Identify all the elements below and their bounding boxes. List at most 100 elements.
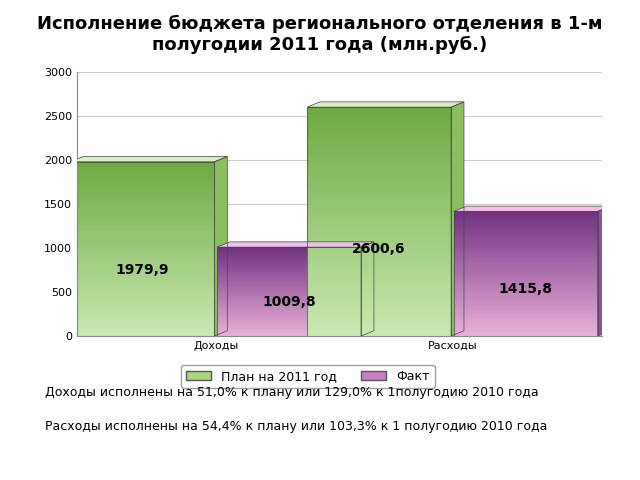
Bar	[70, 292, 214, 295]
Polygon shape	[307, 102, 464, 107]
Bar	[70, 330, 214, 333]
Bar	[454, 274, 598, 276]
Bar	[307, 256, 451, 260]
Bar	[307, 279, 451, 283]
Bar	[307, 305, 451, 309]
Bar	[307, 229, 451, 233]
Bar	[454, 332, 598, 334]
Bar	[217, 299, 361, 300]
Bar	[70, 231, 214, 234]
Bar	[454, 217, 598, 220]
Bar	[307, 210, 451, 214]
Bar	[307, 119, 451, 122]
Bar	[70, 165, 214, 168]
Bar	[307, 191, 451, 195]
Bar	[217, 286, 361, 287]
Bar	[217, 298, 361, 299]
Bar	[217, 303, 361, 305]
Text: 2600,6: 2600,6	[353, 242, 406, 256]
Bar	[307, 252, 451, 256]
Text: Расходы исполнены на 54,4% к плану или 103,3% к 1 полугодию 2010 года: Расходы исполнены на 54,4% к плану или 1…	[45, 420, 547, 433]
Bar	[70, 170, 214, 173]
Bar	[217, 318, 361, 320]
Bar	[70, 234, 214, 237]
Bar	[307, 183, 451, 187]
Bar	[454, 255, 598, 257]
Bar	[454, 286, 598, 288]
Bar	[454, 297, 598, 299]
Bar	[70, 264, 214, 266]
Bar	[454, 224, 598, 226]
Bar	[217, 275, 361, 277]
Bar	[307, 145, 451, 149]
Bar	[70, 310, 214, 313]
Bar	[454, 319, 598, 322]
Bar	[217, 261, 361, 262]
Bar	[307, 283, 451, 287]
Bar	[217, 266, 361, 268]
Bar	[70, 176, 214, 179]
Bar	[454, 247, 598, 249]
Bar	[307, 107, 451, 111]
Bar	[454, 278, 598, 280]
Bar	[307, 332, 451, 336]
Bar	[307, 244, 451, 248]
Bar	[307, 324, 451, 328]
Bar	[307, 290, 451, 294]
Bar	[454, 230, 598, 232]
Bar	[70, 246, 214, 249]
Polygon shape	[458, 336, 602, 337]
Bar	[70, 307, 214, 310]
Bar	[454, 251, 598, 253]
Bar	[454, 325, 598, 328]
Bar	[70, 162, 214, 165]
Bar	[217, 293, 361, 295]
Bar	[454, 259, 598, 261]
Bar	[307, 157, 451, 160]
Bar	[70, 319, 214, 322]
Bar	[307, 317, 451, 321]
Bar	[454, 334, 598, 336]
Bar	[70, 287, 214, 289]
Bar	[217, 309, 361, 311]
Bar	[307, 222, 451, 226]
Bar	[70, 228, 214, 231]
Bar	[217, 330, 361, 332]
Polygon shape	[70, 156, 227, 162]
Bar	[454, 270, 598, 272]
Bar	[217, 253, 361, 254]
Bar	[217, 332, 361, 333]
Bar	[217, 271, 361, 272]
Bar	[454, 267, 598, 270]
Bar	[70, 304, 214, 307]
Bar	[454, 292, 598, 294]
Bar	[70, 205, 214, 208]
Text: 1979,9: 1979,9	[116, 263, 169, 277]
Bar	[217, 262, 361, 264]
Bar	[454, 284, 598, 286]
Bar	[454, 257, 598, 259]
Bar	[70, 295, 214, 298]
Bar	[217, 288, 361, 290]
Polygon shape	[214, 156, 227, 336]
Bar	[307, 267, 451, 271]
Bar	[217, 274, 361, 275]
Bar	[217, 300, 361, 302]
Bar	[217, 329, 361, 330]
Bar	[217, 327, 361, 329]
Bar	[454, 290, 598, 292]
Bar	[217, 305, 361, 306]
Bar	[70, 185, 214, 188]
Bar	[307, 172, 451, 176]
Bar	[307, 298, 451, 301]
Bar	[454, 313, 598, 315]
Bar	[70, 258, 214, 261]
Bar	[454, 245, 598, 247]
Bar	[217, 252, 361, 253]
Bar	[217, 283, 361, 284]
Bar	[70, 203, 214, 205]
Bar	[217, 308, 361, 309]
Bar	[217, 325, 361, 327]
Text: Доходы исполнены на 51,0% к плану или 129,0% к 1полугодию 2010 года: Доходы исполнены на 51,0% к плану или 12…	[45, 386, 538, 399]
Bar	[307, 260, 451, 264]
